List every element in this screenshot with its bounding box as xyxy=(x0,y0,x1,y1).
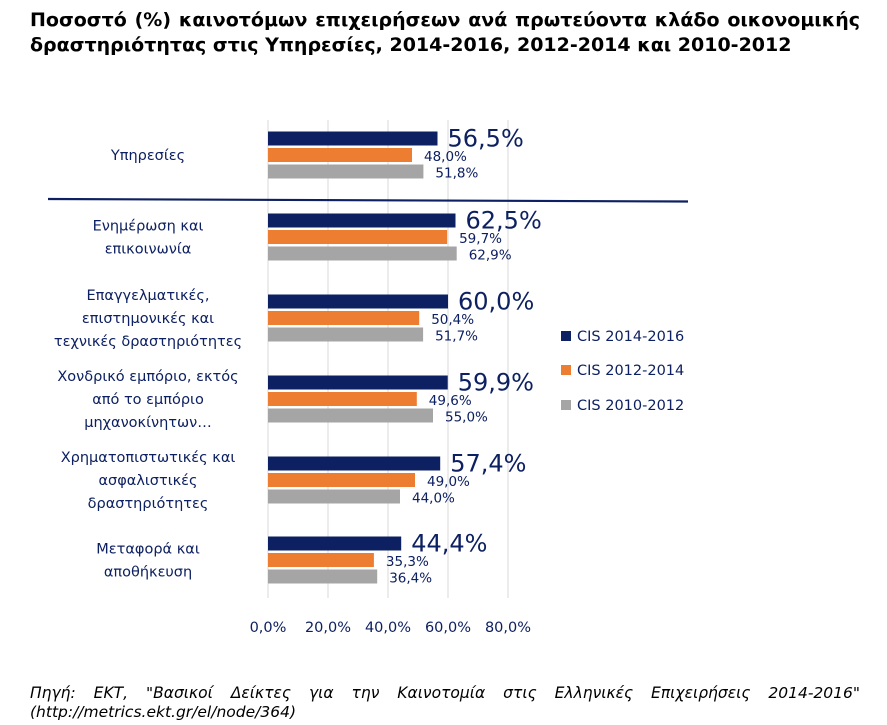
bar-cat2-s2 xyxy=(268,327,424,342)
bar-cat4-s2 xyxy=(268,489,400,504)
value-label-cat5-s2: 36,4% xyxy=(389,571,432,587)
value-label-cat2-s1: 50,4% xyxy=(431,312,474,328)
bar-cat0-s0 xyxy=(268,131,438,146)
category-label-1-line-1: επικοινωνία xyxy=(105,242,192,258)
category-label-4-line-2: δραστηριότητες xyxy=(88,496,209,512)
value-label-cat1-s0: 62,5% xyxy=(466,207,542,235)
legend-label-0: CIS 2014-2016 xyxy=(577,329,684,345)
separator-line xyxy=(47,197,689,203)
x-tick-label-2: 40,0% xyxy=(365,620,411,636)
value-label-cat4-s0: 57,4% xyxy=(450,450,526,478)
bar-cat4-s0 xyxy=(268,456,441,471)
category-label-3-line-0: Χονδρικό εμπόριο, εκτός xyxy=(57,369,238,385)
value-label-cat1-s2: 62,9% xyxy=(469,248,512,264)
category-label-3-line-1: από το εμπόριο xyxy=(92,392,204,408)
chart-title: Ποσοστό (%) καινοτόμων επιχειρήσεων ανά … xyxy=(30,9,860,56)
bar-cat3-s0 xyxy=(268,375,448,390)
value-label-cat0-s1: 48,0% xyxy=(424,149,467,165)
value-label-cat2-s0: 60,0% xyxy=(458,288,534,316)
x-tick-label-3: 60,0% xyxy=(425,620,471,636)
category-label-2-line-0: Επαγγελματικές, xyxy=(87,288,210,304)
value-label-cat3-s2: 55,0% xyxy=(445,410,488,426)
category-label-5-line-0: Μεταφορά και xyxy=(96,542,200,558)
bars xyxy=(268,131,457,584)
x-tick-label-1: 20,0% xyxy=(305,620,351,636)
x-tick-labels: 0,0% 20,0% 40,0% 60,0% 80,0% xyxy=(250,620,531,636)
bar-cat0-s2 xyxy=(268,164,424,179)
value-label-cat5-s1: 35,3% xyxy=(386,554,429,570)
category-label-4-line-1: ασφαλιστικές xyxy=(98,473,197,489)
x-tick-label-0: 0,0% xyxy=(250,620,287,636)
category-label-2-line-2: τεχνικές δραστηριότητες xyxy=(54,334,242,350)
category-labels: Υπηρεσίες Ενημέρωση και επικοινωνία Επαγγελ… xyxy=(54,148,242,581)
value-label-cat3-s0: 59,9% xyxy=(458,369,534,397)
value-label-cat4-s1: 49,0% xyxy=(427,474,470,490)
legend-swatch-2 xyxy=(561,400,571,410)
value-label-cat2-s2: 51,7% xyxy=(435,329,478,345)
bar-cat5-s1 xyxy=(268,553,374,567)
legend-label-1: CIS 2012-2014 xyxy=(577,363,684,379)
bar-cat2-s1 xyxy=(268,311,420,325)
category-label-5-line-1: αποθήκευση xyxy=(104,565,192,581)
value-label-cat1-s1: 59,7% xyxy=(459,231,502,247)
value-label-cat5-s0: 44,4% xyxy=(411,530,487,558)
bar-cat0-s1 xyxy=(268,148,412,162)
value-label-cat0-s0: 56,5% xyxy=(448,125,524,153)
source-note: Πηγή: ΕΚΤ, "Βασικοί Δείκτες για την Καιν… xyxy=(30,684,860,721)
category-label-2-line-1: επιστημονικές και xyxy=(82,311,214,327)
value-label-cat4-s2: 44,0% xyxy=(412,491,455,507)
category-label-1-line-0: Ενημέρωση και xyxy=(93,219,204,235)
bar-cat3-s2 xyxy=(268,408,433,423)
bar-cat3-s1 xyxy=(268,392,417,406)
legend-swatch-1 xyxy=(561,365,571,375)
bar-cat4-s1 xyxy=(268,473,415,487)
chart: 56,5%48,0%51,8%62,5%59,7%62,9%60,0%50,4%… xyxy=(47,120,689,636)
value-label-cat0-s2: 51,8% xyxy=(435,166,478,182)
x-tick-label-4: 80,0% xyxy=(485,620,531,636)
bar-cat5-s0 xyxy=(268,536,402,551)
legend: CIS 2014-2016 CIS 2012-2014 CIS 2010-2012 xyxy=(561,329,684,414)
grid-lines xyxy=(267,120,509,598)
legend-label-2: CIS 2010-2012 xyxy=(577,398,684,414)
category-label-0-line-0: Υπηρεσίες xyxy=(110,148,185,164)
bar-cat1-s1 xyxy=(268,230,448,244)
bar-cat1-s0 xyxy=(268,213,456,228)
bar-cat2-s0 xyxy=(268,294,448,309)
category-label-4-line-0: Χρηματοπιστωτικές και xyxy=(61,450,236,466)
value-label-cat3-s1: 49,6% xyxy=(429,393,472,409)
value-labels: 56,5%48,0%51,8% 62,5%59,7%62,9% 60,0%50,4%… xyxy=(386,125,542,587)
bar-cat1-s2 xyxy=(268,246,457,261)
bar-cat5-s2 xyxy=(268,569,378,584)
legend-swatch-0 xyxy=(561,331,571,341)
category-label-3-line-2: μηχανοκίνητων… xyxy=(84,415,212,431)
